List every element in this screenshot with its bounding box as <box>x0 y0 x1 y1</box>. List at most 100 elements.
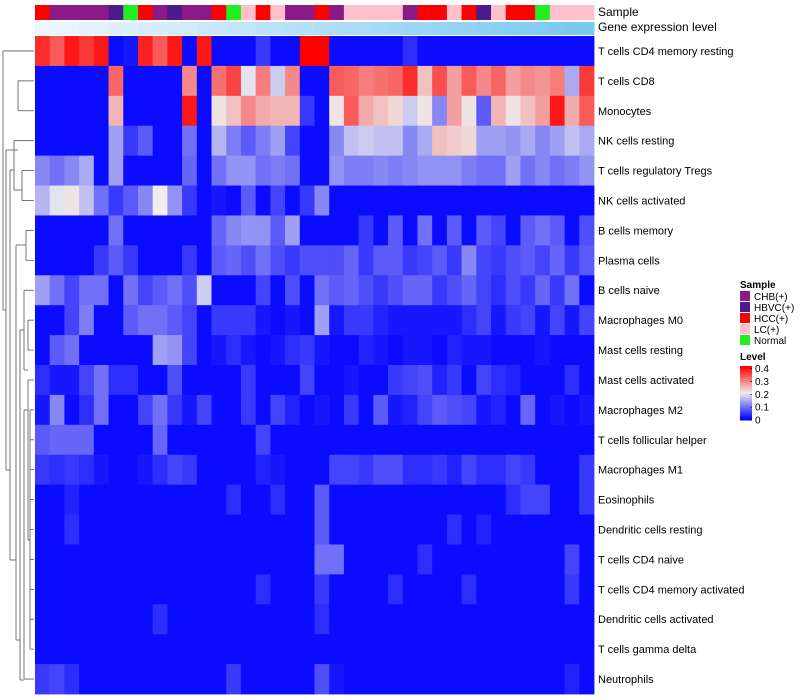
heatmap-cell <box>226 454 242 486</box>
heatmap-cell <box>196 664 212 695</box>
heatmap-cell <box>461 394 477 426</box>
sample-cell-34 <box>520 5 536 20</box>
heatmap-cell <box>579 335 595 366</box>
heatmap-cell <box>476 185 492 216</box>
level-legend-tick-label: 0.1 <box>755 403 769 414</box>
heatmap-cell <box>505 245 521 276</box>
heatmap-cell <box>549 36 565 67</box>
heatmap-cell <box>358 664 374 695</box>
heatmap-cell <box>79 65 95 97</box>
heatmap-cell <box>182 275 198 306</box>
sample-cell-38 <box>579 5 595 20</box>
heatmap-cell <box>535 185 551 216</box>
heatmap-cell <box>491 245 507 276</box>
heatmap-cell <box>314 365 330 396</box>
heatmap-cell <box>314 604 330 635</box>
row-label: B cells memory <box>598 225 674 237</box>
heatmap-cell <box>549 215 565 246</box>
heatmap-cell <box>137 36 154 67</box>
heatmap-cell <box>579 544 595 575</box>
sample-legend-swatch <box>740 335 750 345</box>
heatmap-cell <box>240 454 257 486</box>
heatmap-cell <box>226 36 242 67</box>
heatmap-cell <box>93 544 109 575</box>
heatmap-cell <box>329 245 345 276</box>
heatmap-cell <box>35 604 51 635</box>
heatmap-cell <box>520 335 536 366</box>
heatmap-cell <box>196 155 212 186</box>
heatmap-cell <box>35 514 51 545</box>
heatmap-cell <box>108 514 124 545</box>
heatmap-cell <box>240 305 257 336</box>
heatmap-cell <box>226 544 242 575</box>
heatmap-cell <box>446 245 463 276</box>
heatmap-cell <box>314 424 330 456</box>
heatmap-cell <box>49 394 65 426</box>
heatmap-cell <box>417 215 433 246</box>
heatmap-cell <box>564 424 580 456</box>
heatmap-cell <box>579 514 595 545</box>
heatmap-cell <box>226 275 242 306</box>
heatmap-cell <box>343 664 360 695</box>
heatmap-cell <box>388 394 404 426</box>
heatmap-cell <box>388 514 404 545</box>
heatmap-cell <box>167 275 183 306</box>
level-legend-swatch <box>740 407 752 410</box>
heatmap-cell <box>579 484 595 515</box>
heatmap-cell <box>211 604 227 635</box>
level-legend-swatch <box>740 395 752 398</box>
level-legend-swatch <box>740 388 752 391</box>
heatmap-cell <box>167 125 183 157</box>
heatmap-cell <box>358 305 374 336</box>
heatmap-cell <box>579 394 595 426</box>
heatmap-cell <box>535 335 551 366</box>
heatmap-cell <box>182 36 198 67</box>
heatmap-cell <box>196 604 212 635</box>
heatmap-cell <box>285 574 301 605</box>
heatmap-cell <box>108 155 124 186</box>
heatmap-cell <box>255 514 271 545</box>
heatmap-cell <box>64 454 80 486</box>
heatmap-cell <box>93 185 109 216</box>
heatmap-cell <box>402 335 418 366</box>
heatmap-cell <box>137 305 154 336</box>
heatmap-cell <box>358 65 374 97</box>
heatmap-cell <box>491 365 507 396</box>
heatmap-cell <box>196 215 212 246</box>
heatmap-cell <box>564 155 580 186</box>
heatmap-cell <box>432 394 448 426</box>
heatmap-cell <box>79 514 95 545</box>
heatmap-cell <box>108 454 124 486</box>
heatmap-cell <box>505 305 521 336</box>
heatmap-cell <box>270 335 286 366</box>
heatmap-cell <box>240 394 257 426</box>
heatmap-cell <box>446 305 463 336</box>
heatmap-cell <box>329 484 345 515</box>
heatmap-cell <box>432 454 448 486</box>
heatmap-cell <box>255 424 271 456</box>
row-label: Eosinophils <box>598 495 655 507</box>
heatmap-cell <box>64 335 80 366</box>
level-legend-swatch <box>740 393 752 395</box>
heatmap-cell <box>299 305 315 336</box>
heatmap-cell <box>182 125 198 157</box>
heatmap-cell <box>240 275 257 306</box>
heatmap-cell <box>343 574 360 605</box>
row-dendrogram <box>2 50 34 681</box>
heatmap-cell <box>520 125 536 157</box>
heatmap-cell <box>402 514 418 545</box>
heatmap-cell <box>211 454 227 486</box>
heatmap-cell <box>373 365 389 396</box>
heatmap-cell <box>167 454 183 486</box>
heatmap-cell <box>491 424 507 456</box>
heatmap-cell <box>520 215 536 246</box>
heatmap-cell <box>152 574 168 605</box>
heatmap-cell <box>549 424 565 456</box>
gene-level-cell-13 <box>211 22 227 35</box>
heatmap-cell <box>343 125 360 157</box>
heatmap-cell <box>549 155 565 186</box>
heatmap-cell <box>549 65 565 97</box>
heatmap-cell <box>505 484 521 515</box>
heatmap-cell <box>476 484 492 515</box>
heatmap-cell <box>196 245 212 276</box>
